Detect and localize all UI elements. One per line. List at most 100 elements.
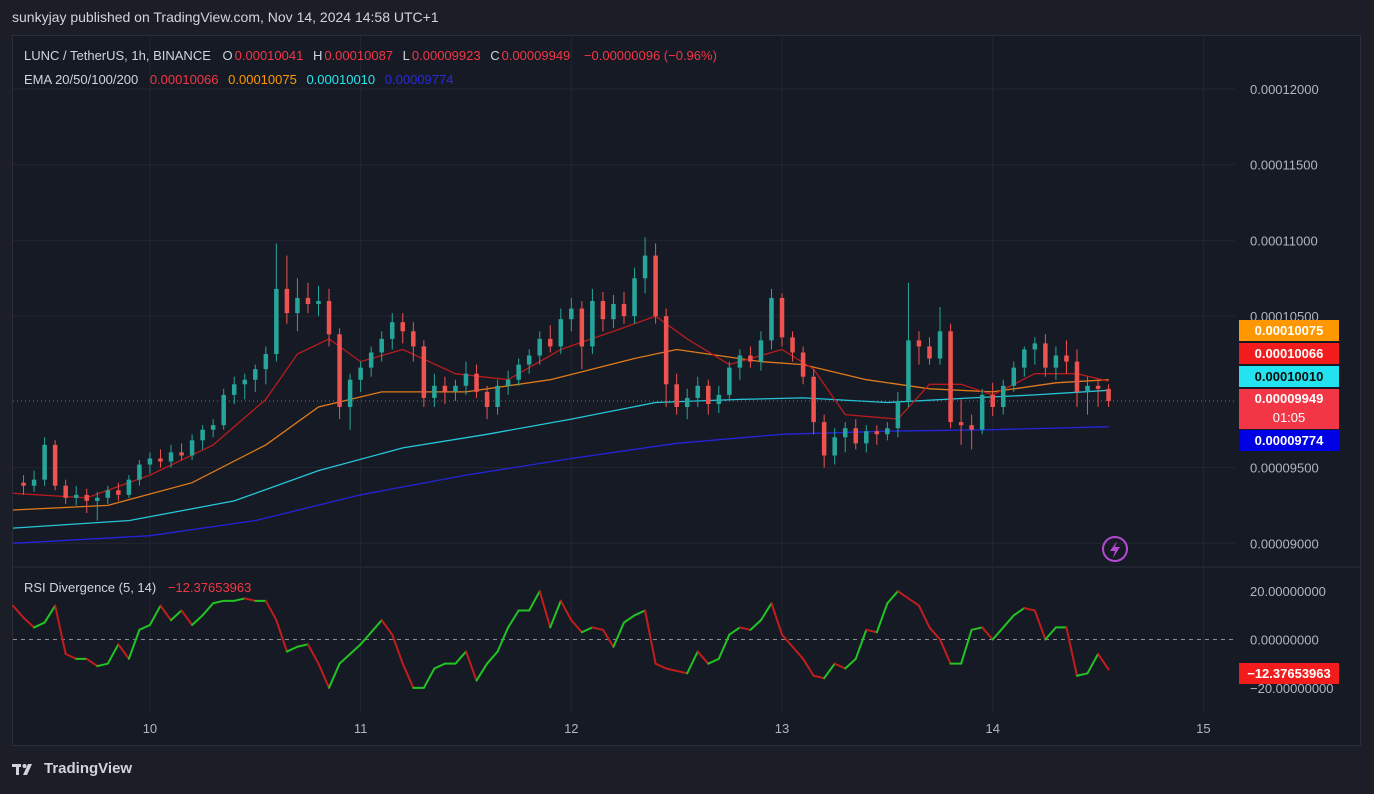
rsi-segment xyxy=(917,604,931,629)
candle-body xyxy=(600,301,606,320)
rsi-segment xyxy=(654,662,668,670)
rsi-segment xyxy=(960,628,973,665)
candle-body xyxy=(864,431,869,444)
rsi-segment xyxy=(833,662,847,670)
close-value: 0.00009949 xyxy=(501,48,571,63)
price-tick-label: 0.00009000 xyxy=(1250,536,1319,551)
rsi-segment xyxy=(201,602,215,617)
candle-body xyxy=(1074,361,1080,392)
rsi-segment xyxy=(54,604,67,655)
candle-body xyxy=(200,429,205,441)
candle-body xyxy=(263,354,269,370)
rsi-segment xyxy=(591,626,604,631)
candle-body xyxy=(231,384,237,395)
rsi-segment xyxy=(275,619,288,653)
rsi-segment xyxy=(117,643,130,660)
candle-body xyxy=(421,346,427,398)
rsi-segment xyxy=(338,653,352,665)
candle-body xyxy=(73,494,79,498)
symbol-label[interactable]: LUNC / TetherUS, 1h, BINANCE xyxy=(24,48,211,63)
candle-body xyxy=(853,428,859,444)
rsi-segment xyxy=(770,602,784,636)
candle-body xyxy=(484,391,490,407)
high-label: H xyxy=(312,48,323,63)
candle-body xyxy=(1022,349,1027,368)
rsi-segment xyxy=(180,609,194,626)
candle-body xyxy=(400,322,406,332)
price-tick-label: 0.00012000 xyxy=(1250,82,1319,97)
rsi-tick-label: 20.00000000 xyxy=(1250,584,1326,599)
candle-body xyxy=(253,369,258,380)
rsi-segment xyxy=(696,650,710,665)
rsi-segment xyxy=(644,609,657,665)
rsi-segment xyxy=(422,667,436,689)
rsi-segment xyxy=(138,624,151,631)
rsi-segment xyxy=(580,626,594,634)
candle-body xyxy=(116,490,121,495)
close-price-value: 0.00009949 xyxy=(1254,391,1324,406)
candle-body xyxy=(52,444,58,486)
candle-body xyxy=(1000,385,1006,407)
rsi-segment xyxy=(475,662,489,682)
rsi-segment xyxy=(12,604,25,619)
high-value: 0.00010087 xyxy=(324,48,394,63)
ema200-value: 0.00009774 xyxy=(384,72,454,87)
candle-body xyxy=(463,373,469,386)
candle-body xyxy=(147,458,153,465)
rsi-segment xyxy=(549,599,562,629)
candle-body xyxy=(495,385,500,407)
candle-body xyxy=(158,458,163,462)
candle-body xyxy=(874,431,880,435)
low-value: 0.00009923 xyxy=(411,48,481,63)
ema-label[interactable]: EMA 20/50/100/200 xyxy=(24,72,139,87)
rsi-segment xyxy=(928,626,942,641)
candle-body xyxy=(590,301,595,347)
rsi-segment xyxy=(633,609,647,617)
rsi-segment xyxy=(328,662,341,689)
candle-body xyxy=(31,479,37,486)
candle-body xyxy=(811,376,816,423)
candle-body xyxy=(748,355,753,362)
candle-body xyxy=(632,278,637,317)
chart-panel[interactable] xyxy=(12,35,1361,746)
publisher-header: sunkyjay published on TradingView.com, N… xyxy=(12,9,439,25)
rsi-label[interactable]: RSI Divergence (5, 14) xyxy=(24,580,157,595)
candle-body xyxy=(821,422,827,456)
rsi-tick-label: 0.00000000 xyxy=(1250,633,1319,648)
rsi-segment xyxy=(212,599,225,605)
rsi-segment xyxy=(96,662,109,668)
ohlc-legend: LUNC / TetherUS, 1h, BINANCE O 0.00010041… xyxy=(24,48,719,63)
candle-body xyxy=(168,452,174,462)
rsi-segment xyxy=(538,590,552,629)
candle-body xyxy=(1085,385,1090,392)
rsi-segment xyxy=(802,657,815,677)
candle-body xyxy=(1106,388,1111,401)
candle-body xyxy=(105,490,111,498)
rsi-segment xyxy=(1023,607,1036,612)
rsi-segment xyxy=(749,619,762,631)
rsi-segment xyxy=(359,631,373,646)
rsi-segment xyxy=(1097,653,1110,671)
rsi-segment xyxy=(601,628,615,648)
candle-body xyxy=(927,346,932,359)
candle-body xyxy=(526,355,532,365)
candle-body xyxy=(516,364,521,380)
candle-body xyxy=(832,437,837,456)
bar-countdown: 01:05 xyxy=(1272,410,1306,425)
rsi-value-tag: −12.37653963 xyxy=(1239,663,1339,684)
rsi-segment xyxy=(264,599,278,622)
rsi-segment xyxy=(812,674,826,680)
replay-lightning-icon[interactable] xyxy=(1102,536,1128,562)
price-tick-label: 0.00009500 xyxy=(1250,461,1319,476)
rsi-legend: RSI Divergence (5, 14) −12.37653963 xyxy=(24,580,253,595)
brand-name: TradingView xyxy=(44,760,133,777)
candle-body xyxy=(1053,355,1059,368)
candle-body xyxy=(474,373,479,392)
candle-body xyxy=(737,355,743,368)
tradingview-logo[interactable]: TradingView xyxy=(12,760,132,777)
rsi-segment xyxy=(686,650,699,675)
time-tick-label: 13 xyxy=(775,721,789,736)
ema20-value: 0.00010066 xyxy=(149,72,219,87)
candle-body xyxy=(42,444,47,480)
